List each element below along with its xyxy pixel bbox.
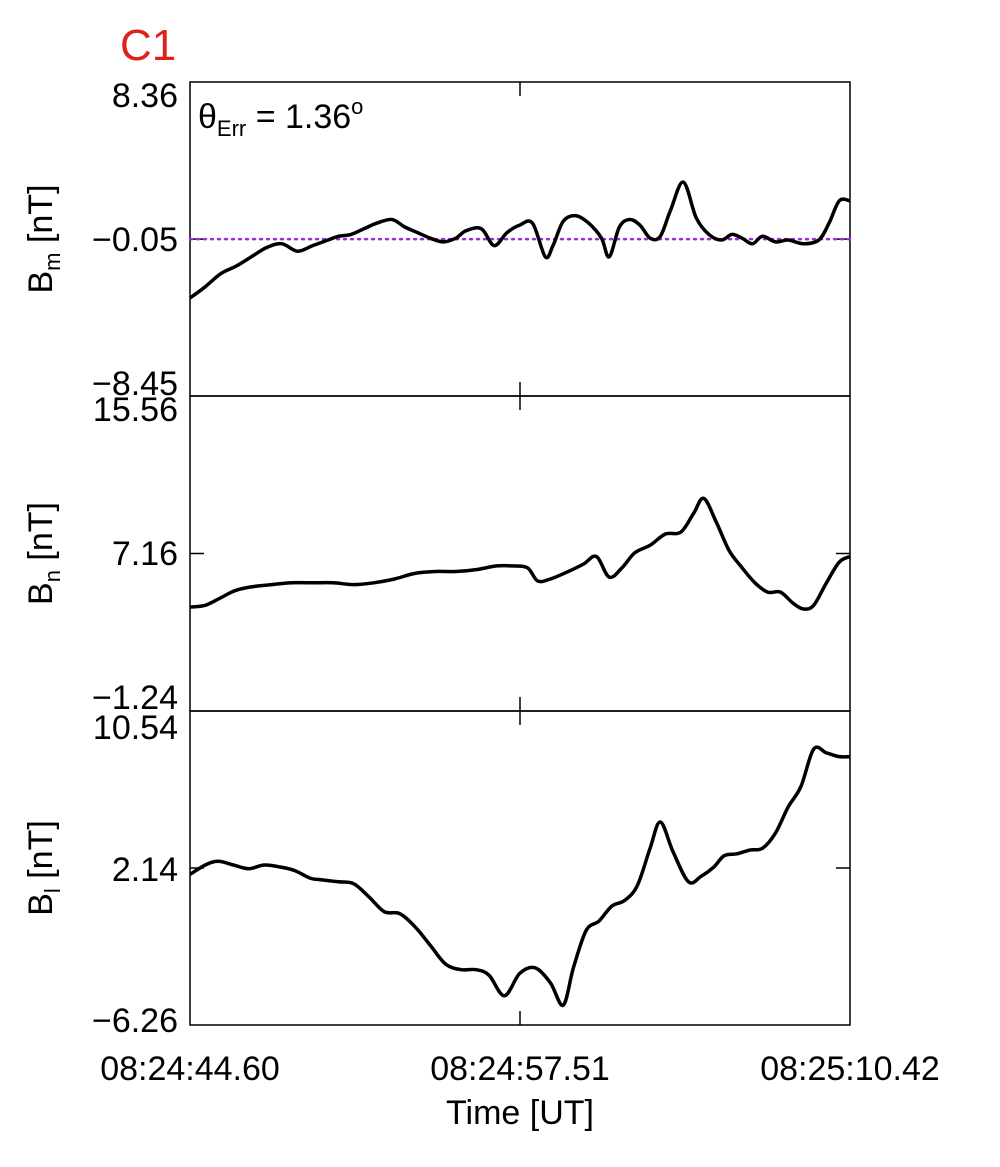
x-tick-label: 08:24:57.51	[430, 1050, 610, 1088]
y-tick-label: −6.26	[92, 1002, 178, 1040]
series-line-Bl	[189, 745, 851, 1007]
y-tick-label: −8.45	[92, 365, 178, 403]
y-tick-label: 7.16	[112, 535, 178, 573]
series-line-Bn	[189, 496, 851, 611]
y-tick-label: 10.54	[93, 709, 178, 747]
panel-2: −1.24 7.16 15.56 Bn [nT]	[22, 391, 851, 717]
y-axis-label: Bn [nT]	[22, 502, 65, 605]
theta-err-annotation: θErr = 1.36o	[198, 94, 363, 141]
panel-1: −8.45 −0.05 8.36 Bm [nT] θErr = 1.36o	[22, 77, 852, 403]
x-axis-label: Time [UT]	[446, 1094, 594, 1132]
series-line-Bm	[189, 180, 851, 300]
x-tick-label: 08:25:10.42	[760, 1050, 940, 1088]
x-axis-tick-labels: 08:24:44.60 08:24:57.51 08:25:10.42	[100, 1050, 940, 1088]
y-tick-label: 15.56	[93, 391, 178, 429]
y-axis-label: Bl [nT]	[22, 820, 65, 916]
panels: −8.45 −0.05 8.36 Bm [nT] θErr = 1.36o −1.24 7.…	[22, 77, 852, 1040]
panel-3: −6.26 2.14 10.54 Bl [nT]	[22, 709, 851, 1040]
panel-frame	[189, 395, 851, 712]
y-tick-label: 2.14	[112, 851, 178, 889]
y-tick-label: −1.24	[92, 679, 178, 717]
y-axis-label: Bm [nT]	[22, 184, 65, 293]
x-tick-label: 08:24:44.60	[100, 1050, 280, 1088]
panel-label: C1	[120, 21, 176, 70]
y-tick-label: 8.36	[112, 77, 178, 115]
y-tick-label: −0.05	[92, 221, 178, 259]
